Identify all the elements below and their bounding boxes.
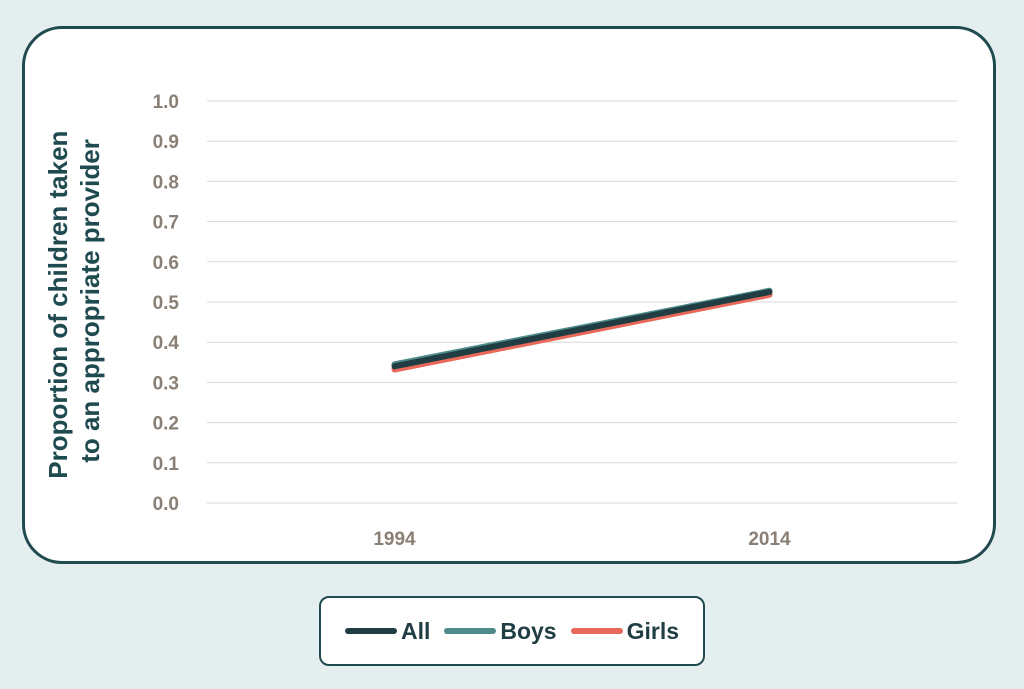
legend-swatch-all — [344, 628, 397, 634]
y-axis-label: Proportion of children taken to an appro… — [43, 123, 105, 478]
legend-item-all: All — [344, 617, 431, 645]
x-tick-label: 1994 — [373, 529, 416, 550]
line-chart: 0.0 0.1 0.2 0.3 0.4 0.5 0.6 0.7 0.8 0.9 1.0 1994 20… — [43, 92, 957, 550]
y-tick-label: 0.3 — [153, 373, 179, 394]
legend-label-boys: Boys — [500, 617, 557, 644]
y-tick-label: 0.9 — [153, 132, 179, 153]
legend-swatch-girls — [570, 628, 623, 634]
y-tick-label: 0.8 — [153, 172, 179, 193]
gridlines — [207, 100, 957, 504]
y-tick-label: 0.1 — [153, 454, 180, 475]
legend-item-boys: Boys — [444, 617, 557, 645]
y-axis-label-line-1: Proportion of children taken — [43, 131, 73, 479]
y-tick-label: 0.5 — [153, 293, 180, 314]
y-tick-label: 1.0 — [153, 92, 179, 113]
legend-item-girls: Girls — [570, 617, 680, 645]
x-tick-label: 2014 — [748, 529, 791, 550]
y-tick-label: 0.7 — [153, 213, 179, 234]
series-line-all — [391, 288, 773, 370]
y-tick-label: 0.2 — [153, 414, 179, 435]
y-tick-label: 0.6 — [153, 253, 179, 274]
legend: All Boys Girls — [319, 596, 705, 666]
x-axis-ticks: 1994 2014 — [373, 529, 791, 550]
legend-label-all: All — [400, 617, 431, 644]
y-tick-label: 0.0 — [153, 494, 179, 515]
y-axis-ticks: 0.0 0.1 0.2 0.3 0.4 0.5 0.6 0.7 0.8 0.9 1.0 — [153, 92, 180, 515]
chart-card: 0.0 0.1 0.2 0.3 0.4 0.5 0.6 0.7 0.8 0.9 1.0 1994 20… — [22, 26, 996, 564]
series-lines — [391, 287, 773, 373]
y-tick-label: 0.4 — [153, 333, 180, 354]
y-axis-label-line-2: to an appropriate provider — [75, 139, 105, 463]
legend-swatch-boys — [444, 628, 497, 634]
legend-label-girls: Girls — [626, 617, 680, 644]
